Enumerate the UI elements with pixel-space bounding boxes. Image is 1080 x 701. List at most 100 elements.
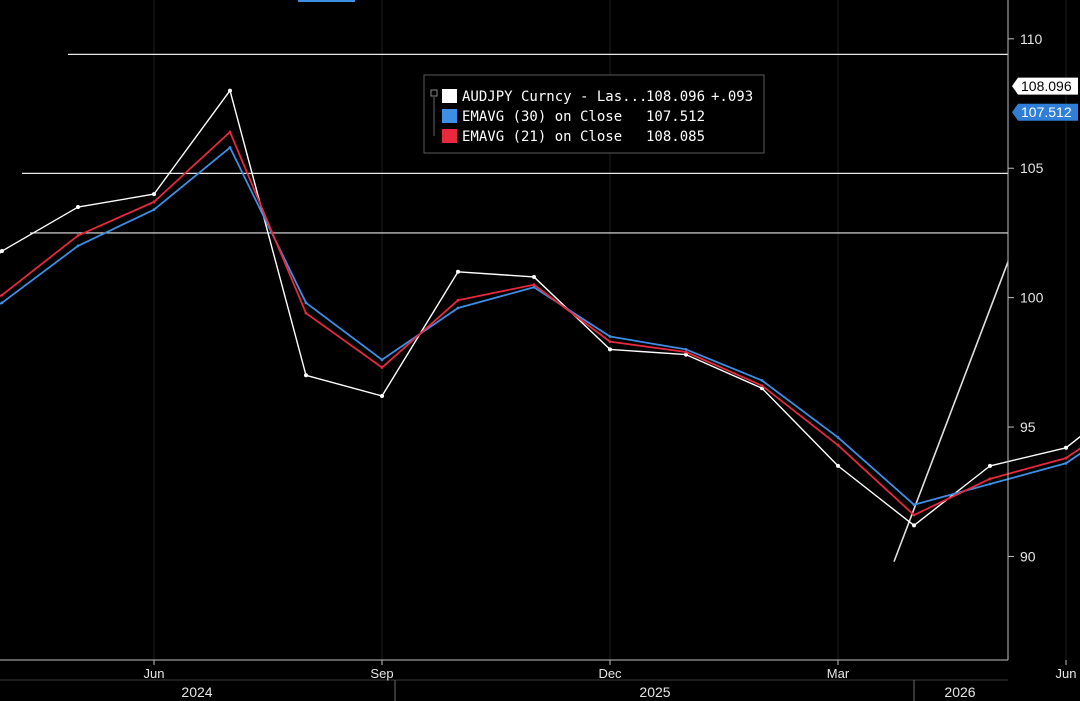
series-point-audjpy — [76, 205, 80, 210]
y-tick-label: 105 — [1020, 160, 1044, 176]
series-segment-ema30 — [913, 483, 991, 506]
series-point-ema21 — [228, 130, 232, 134]
series-point-audjpy — [380, 394, 384, 398]
x-year-label: 2024 — [181, 684, 212, 700]
series-point-ema30 — [152, 208, 156, 212]
series-segment-ema21 — [381, 299, 459, 369]
series-segment-audjpy — [153, 89, 231, 195]
y-tick-label: 110 — [1020, 31, 1043, 47]
series-segment-ema21 — [457, 283, 535, 302]
series-point-ema30 — [608, 335, 612, 338]
series-segment-ema21 — [761, 384, 839, 447]
x-year-label: 2025 — [639, 684, 670, 700]
series-segment-ema21 — [609, 340, 687, 353]
y-tick-label: 100 — [1020, 290, 1044, 306]
series-point-ema30 — [228, 146, 232, 149]
x-tick-label: Jun — [144, 666, 165, 681]
annotation-lines — [22, 53, 1009, 562]
series-point-audjpy — [684, 352, 688, 357]
legend-box — [423, 74, 765, 154]
series-segment-audjpy — [837, 465, 915, 527]
series-segment-ema30 — [685, 348, 763, 382]
last-value-tag-audjpy: 108.096 — [1012, 77, 1078, 95]
series-segment-audjpy — [685, 353, 763, 389]
series-point-ema30 — [988, 482, 992, 486]
legend-label-audjpy: AUDJPY Curncy - Las... — [462, 89, 647, 105]
series-segment-ema30 — [229, 146, 307, 304]
series-point-ema30 — [684, 348, 688, 351]
series-point-ema21 — [1064, 456, 1068, 460]
legend-swatch-ema30 — [442, 109, 457, 123]
series-point-ema30 — [456, 306, 460, 310]
y-tick-label: 95 — [1020, 419, 1036, 435]
series-segment-ema30 — [457, 286, 535, 309]
series-segment-ema21 — [533, 283, 611, 343]
series-segment-audjpy — [77, 193, 155, 208]
series-point-ema30 — [380, 358, 384, 362]
series-point-audjpy — [228, 88, 232, 93]
legend-value-audjpy: 108.096 — [646, 89, 705, 105]
x-tick-label: Jun — [1056, 666, 1077, 681]
series-segment-ema30 — [989, 462, 1067, 485]
series-segment-audjpy — [1, 206, 79, 252]
series-segment-audjpy — [761, 387, 839, 467]
y-tick-label: 90 — [1020, 548, 1036, 564]
series-segment-ema30 — [153, 146, 231, 211]
series-point-ema30 — [760, 379, 764, 382]
series-point-ema21 — [380, 366, 384, 369]
legend-collapse-icon[interactable] — [430, 89, 438, 97]
series-segment-audjpy — [229, 89, 307, 376]
series-segment-audjpy — [913, 465, 991, 527]
series-point-audjpy — [152, 192, 156, 197]
series-point-ema30 — [0, 301, 4, 305]
x-axis-ticks: JunSepDecMarJunSepDec — [144, 660, 1077, 681]
series-point-ema21 — [988, 477, 992, 481]
series-segment-ema21 — [989, 457, 1067, 480]
series-segment-audjpy — [457, 271, 535, 278]
legend-value-ema21: 108.085 — [646, 129, 705, 145]
series-point-ema21 — [152, 200, 156, 204]
series-point-audjpy — [988, 463, 992, 468]
series-segment-ema30 — [1065, 452, 1080, 465]
series-segment-ema30 — [609, 335, 687, 351]
legend-value-ema30: 107.512 — [646, 109, 705, 125]
series-segment-ema30 — [1, 244, 79, 304]
series-point-ema21 — [760, 384, 764, 388]
series-point-audjpy — [836, 463, 840, 468]
series-point-audjpy — [456, 269, 460, 274]
tag-background — [1012, 77, 1078, 95]
series-segment-ema30 — [533, 286, 611, 338]
series-segment-ema21 — [837, 444, 915, 516]
series-point-audjpy — [0, 249, 4, 254]
series-segment-ema21 — [1065, 447, 1080, 460]
legend-label-ema30: EMAVG (30) on Close — [462, 109, 622, 125]
x-year-label: 2026 — [944, 684, 975, 700]
series-segment-ema30 — [761, 379, 839, 439]
series-point-audjpy — [608, 347, 612, 352]
x-tick-label: Dec — [598, 666, 622, 681]
series-point-ema30 — [836, 436, 840, 439]
series-segment-ema21 — [229, 131, 307, 315]
series-point-audjpy — [532, 274, 536, 279]
series-segment-ema30 — [77, 208, 155, 247]
series-segment-audjpy — [609, 348, 687, 356]
y-axis-ticks: 90 95 100 105 110 — [1008, 31, 1044, 564]
series-point-ema21 — [456, 298, 460, 302]
series-point-ema21 — [304, 311, 308, 315]
series-segment-ema21 — [305, 312, 383, 369]
series-segment-ema30 — [837, 436, 915, 506]
series-segment-ema21 — [1, 234, 79, 296]
trendline — [893, 261, 1009, 562]
x-tick-label: Mar — [827, 666, 850, 681]
last-value-ema30: 107.512 — [1021, 104, 1072, 120]
series-point-audjpy — [304, 373, 308, 378]
series-point-ema21 — [912, 513, 916, 517]
last-value-tag-ema30: 107.512 — [1012, 103, 1078, 121]
last-value-audjpy: 108.096 — [1021, 78, 1072, 94]
series-point-ema21 — [684, 350, 688, 354]
series-segment-audjpy — [305, 374, 383, 397]
legend-label-ema21: EMAVG (21) on Close — [462, 129, 622, 145]
series-point-ema30 — [912, 503, 916, 507]
tag-background — [1012, 103, 1078, 121]
